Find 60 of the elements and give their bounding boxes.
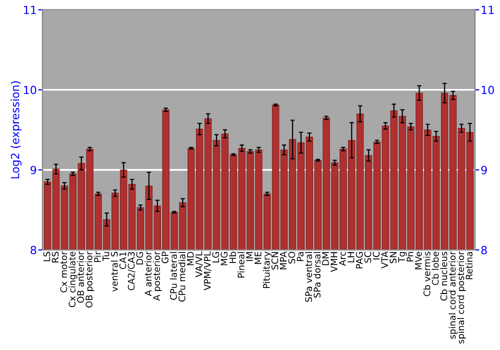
- x-tick-label: ME: [254, 252, 262, 264]
- x-tick-label: ventral S: [110, 252, 118, 292]
- x-tick-label: Cb nucleus: [440, 252, 448, 301]
- x-tick-label: DG: [136, 252, 144, 264]
- x-tick-label: VPM/VPL: [204, 251, 212, 290]
- x-tick-label: Cb lobe: [432, 252, 439, 286]
- x-tick-label: MPA: [280, 251, 287, 270]
- x-tick-label: Pir: [94, 251, 101, 262]
- x-tick-label: SN: [390, 252, 397, 264]
- x-tick-label: MVe: [415, 252, 422, 270]
- x-tick-label: Pn: [406, 252, 414, 262]
- x-tick-label: Hb: [229, 252, 236, 263]
- x-tick-label: LS: [43, 252, 50, 262]
- x-tick-label: GP: [162, 252, 168, 264]
- x-tick-label: CPu lateral: [170, 252, 177, 300]
- x-tick-label: Cx cingulate: [68, 252, 78, 308]
- x-tick-label: Tg: [398, 252, 407, 263]
- x-tick-label: CPu medial: [178, 252, 186, 302]
- x-tick-label: Pineal: [237, 252, 244, 278]
- x-tick-label: Arc: [339, 252, 346, 266]
- x-tick-label: Cb vermis: [423, 252, 430, 296]
- y2-tick-label: 10: [482, 86, 494, 94]
- x-tick-label: PAG: [356, 252, 363, 268]
- x-tick-label: Retina: [466, 252, 473, 280]
- x-tick-label: Pituitary: [262, 252, 272, 288]
- x-tick-label: CA2/CA3: [128, 252, 136, 290]
- y2-tick-label: 8: [481, 246, 487, 254]
- x-tick-label: IM: [246, 252, 253, 261]
- x-tick-label: VMH: [330, 252, 338, 272]
- x-tick-label: VA/VL: [196, 251, 203, 278]
- x-tick-label: A anterior: [144, 251, 152, 296]
- y2-tick-label: 11: [482, 6, 494, 14]
- x-tick-label: SPa ventral: [305, 252, 312, 302]
- x-tick-label: Pa: [296, 252, 304, 261]
- x-tick-label: LG: [212, 252, 220, 262]
- x-tick-label: SC: [364, 252, 372, 263]
- y2-tick-label: 9: [481, 166, 487, 174]
- x-tick-label: Cx motor: [60, 251, 68, 292]
- x-tick-label: OB posterior: [85, 251, 94, 308]
- x-tick-label: SO: [288, 252, 296, 264]
- x-tick-label: LH: [348, 252, 354, 262]
- x-tick-label: SPa dorsal: [314, 252, 320, 298]
- x-tick-label: VTA: [381, 251, 388, 268]
- x-tick-label: MD: [187, 252, 194, 266]
- x-tick-label: SCN: [271, 252, 278, 270]
- x-tick-label: spinal cord anterior: [448, 251, 458, 339]
- y-tick-label: 10: [24, 86, 36, 94]
- x-tick-label: spinal cord posterior: [457, 251, 466, 344]
- y-tick-label: 9: [30, 166, 36, 174]
- x-tick-label: RS: [52, 252, 59, 262]
- x-tick-label: CA1: [119, 252, 126, 270]
- x-tick-label: DM: [322, 252, 329, 266]
- x-tick-label: MG: [220, 252, 228, 266]
- y-axis-title: Log2 (expression): [10, 81, 22, 178]
- x-tick-label: OB anterior: [76, 251, 84, 303]
- x-tick-label: IC: [372, 252, 380, 260]
- x-tick-label: Tu: [102, 252, 110, 262]
- y-tick-label: 8: [30, 246, 36, 254]
- x-tick-label: A posterior: [153, 251, 162, 301]
- y-tick-label: 11: [24, 6, 36, 14]
